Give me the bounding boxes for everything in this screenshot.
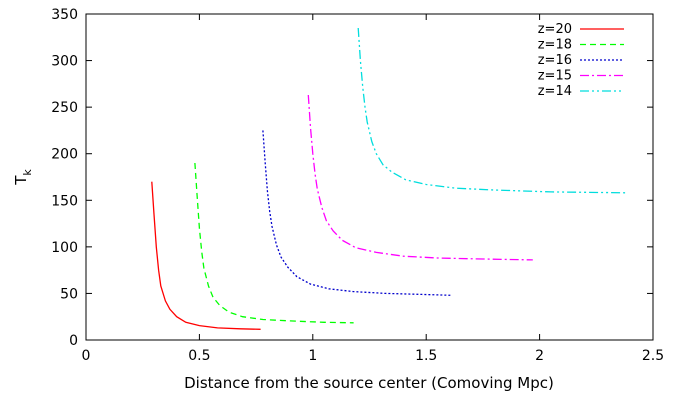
legend-label: z=16 — [538, 53, 572, 68]
series-line-z-15 — [307, 94, 533, 261]
x-tick-label: 1 — [308, 348, 317, 364]
y-axis-label-main: T — [12, 175, 30, 186]
series-line-z-20 — [151, 181, 261, 330]
y-axis-label: Tk — [12, 169, 34, 186]
legend: z=20z=18z=16z=15z=14 — [538, 22, 624, 99]
plot-frame — [85, 13, 654, 341]
y-tick-label: 250 — [51, 100, 78, 116]
y-tick-label: 0 — [69, 333, 78, 349]
series-line-z-14 — [357, 27, 626, 194]
y-tick-label: 150 — [51, 193, 78, 209]
legend-label: z=18 — [538, 38, 572, 53]
legend-label: z=20 — [538, 22, 572, 37]
y-axis-label-group: Tk — [12, 169, 34, 186]
x-tick-label: 2 — [535, 348, 544, 364]
axis-ticks: 0 0.5 1 1.5 2 2.5 0 50 100 150 200 250 300 350 — [51, 7, 664, 364]
legend-label: z=14 — [538, 84, 572, 99]
x-tick-label: 0 — [82, 348, 91, 364]
y-tick-label: 200 — [51, 147, 78, 163]
x-tick-label: 0.5 — [188, 348, 210, 364]
series-line-z-18 — [194, 162, 354, 324]
y-tick-label: 50 — [60, 286, 78, 302]
y-tick-label: 350 — [51, 7, 78, 23]
series-line-z-16 — [262, 130, 452, 296]
x-axis-label: Distance from the source center (Comovin… — [184, 374, 554, 392]
y-axis-label-subscript: k — [21, 169, 34, 176]
x-tick-label: 1.5 — [415, 348, 437, 364]
y-tick-label: 300 — [51, 54, 78, 70]
y-tick-label: 100 — [51, 240, 78, 256]
x-tick-label: 2.5 — [642, 348, 664, 364]
legend-label: z=15 — [538, 69, 572, 84]
data-series — [151, 27, 626, 330]
